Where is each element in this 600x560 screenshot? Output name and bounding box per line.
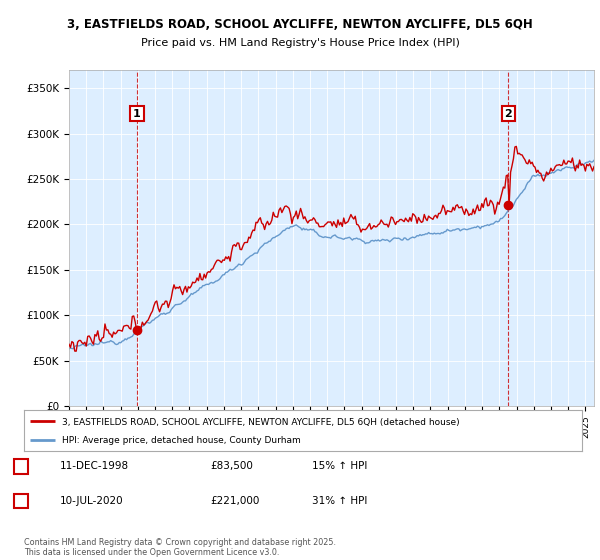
Text: 1: 1 xyxy=(133,109,141,119)
Text: 11-DEC-1998: 11-DEC-1998 xyxy=(60,461,129,472)
Text: HPI: Average price, detached house, County Durham: HPI: Average price, detached house, Coun… xyxy=(62,436,301,445)
Text: 15% ↑ HPI: 15% ↑ HPI xyxy=(312,461,367,472)
Text: £221,000: £221,000 xyxy=(210,496,259,506)
Text: 1: 1 xyxy=(17,461,25,472)
Text: 3, EASTFIELDS ROAD, SCHOOL AYCLIFFE, NEWTON AYCLIFFE, DL5 6QH (detached house): 3, EASTFIELDS ROAD, SCHOOL AYCLIFFE, NEW… xyxy=(62,418,460,427)
Text: 2: 2 xyxy=(17,496,25,506)
Text: £83,500: £83,500 xyxy=(210,461,253,472)
Text: 3, EASTFIELDS ROAD, SCHOOL AYCLIFFE, NEWTON AYCLIFFE, DL5 6QH: 3, EASTFIELDS ROAD, SCHOOL AYCLIFFE, NEW… xyxy=(67,18,533,31)
Text: Contains HM Land Registry data © Crown copyright and database right 2025.
This d: Contains HM Land Registry data © Crown c… xyxy=(24,538,336,557)
Text: Price paid vs. HM Land Registry's House Price Index (HPI): Price paid vs. HM Land Registry's House … xyxy=(140,38,460,48)
Text: 2: 2 xyxy=(505,109,512,119)
Text: 31% ↑ HPI: 31% ↑ HPI xyxy=(312,496,367,506)
Text: 10-JUL-2020: 10-JUL-2020 xyxy=(60,496,124,506)
